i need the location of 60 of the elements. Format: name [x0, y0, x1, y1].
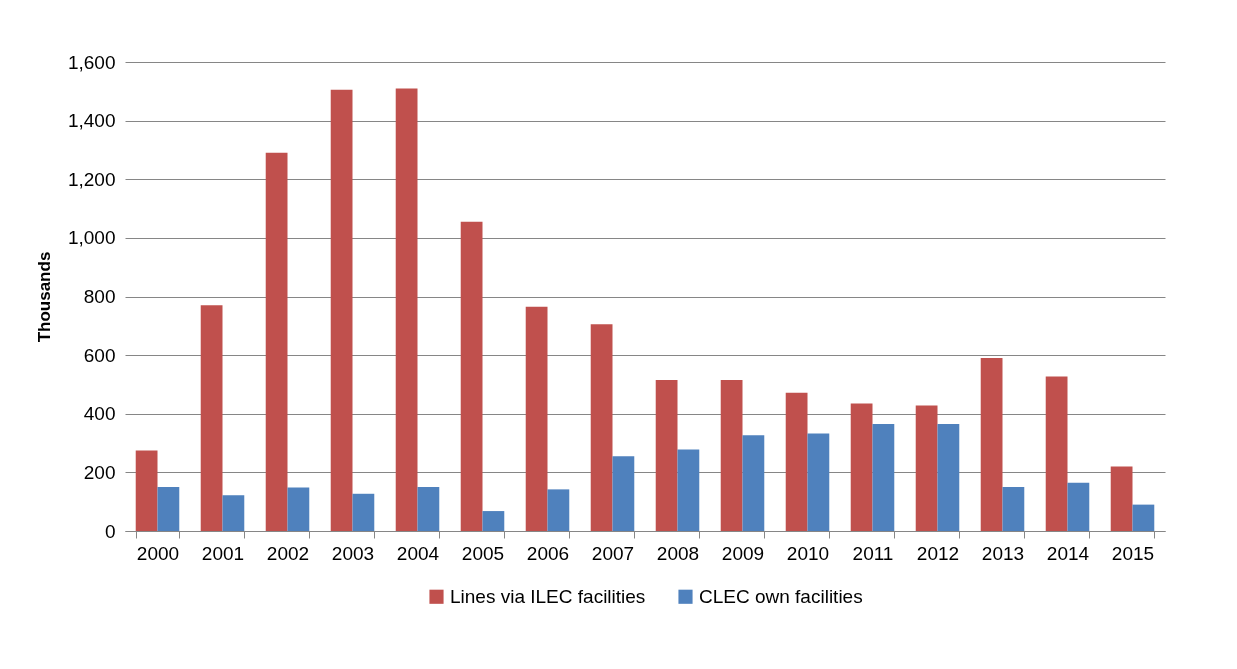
bar — [612, 456, 635, 531]
x-tick-label: 2008 — [656, 542, 700, 564]
bar — [677, 449, 700, 531]
legend-label: CLEC own facilities — [699, 585, 863, 607]
bar — [850, 403, 873, 531]
bar — [807, 433, 830, 531]
bar — [590, 324, 613, 531]
bar — [1132, 504, 1155, 531]
x-tick-label: 2006 — [526, 542, 570, 564]
legend-label: Lines via ILEC facilities — [450, 585, 646, 607]
bar — [1110, 466, 1133, 531]
x-tick-label: 2011 — [852, 542, 894, 564]
bar — [655, 380, 678, 531]
bar — [287, 487, 310, 531]
x-tick-label: 2012 — [916, 542, 960, 564]
x-tick-label: 2015 — [1111, 542, 1155, 564]
bar — [200, 305, 223, 531]
bar — [547, 489, 570, 531]
bar — [395, 88, 418, 531]
x-tick-label: 2002 — [266, 542, 310, 564]
bar — [785, 392, 808, 531]
bar — [352, 493, 375, 531]
bar — [135, 450, 158, 531]
bar — [937, 424, 960, 531]
bar — [980, 358, 1003, 531]
x-tick-label: 2003 — [331, 542, 375, 564]
x-tick-label: 2001 — [201, 542, 245, 564]
bar — [915, 405, 938, 531]
y-tick-label: 200 — [83, 461, 116, 483]
y-tick-label: 800 — [83, 286, 116, 307]
bar — [157, 487, 180, 531]
bar — [1067, 482, 1090, 531]
x-tick-label: 2009 — [721, 542, 765, 564]
bar — [1045, 376, 1068, 531]
x-tick-label: 2000 — [136, 542, 180, 564]
bar — [525, 306, 548, 531]
y-tick-label: 1,200 — [67, 168, 116, 190]
bar — [222, 495, 245, 531]
y-tick-label: 1,000 — [67, 227, 116, 249]
x-tick-label: 2010 — [786, 542, 830, 564]
bar — [742, 435, 765, 531]
bar — [872, 424, 895, 531]
bar — [1002, 487, 1025, 531]
bar — [417, 487, 440, 531]
y-tick-label: 1,400 — [67, 110, 116, 132]
x-tick-label: 2014 — [1046, 542, 1090, 564]
x-tick-label: 2007 — [591, 542, 635, 564]
y-tick-label: 1,600 — [67, 51, 116, 73]
bar — [460, 221, 483, 531]
bar — [265, 152, 288, 531]
y-axis-title: Thousands — [34, 251, 54, 343]
y-tick-label: 400 — [83, 403, 116, 425]
y-tick-label: 600 — [83, 344, 116, 366]
x-tick-label: 2013 — [981, 542, 1025, 564]
bar — [720, 380, 743, 531]
x-tick-label: 2004 — [396, 542, 440, 564]
y-tick-label: 0 — [104, 520, 116, 542]
bar — [330, 89, 353, 531]
x-tick-label: 2005 — [461, 542, 505, 564]
bar — [482, 511, 505, 531]
